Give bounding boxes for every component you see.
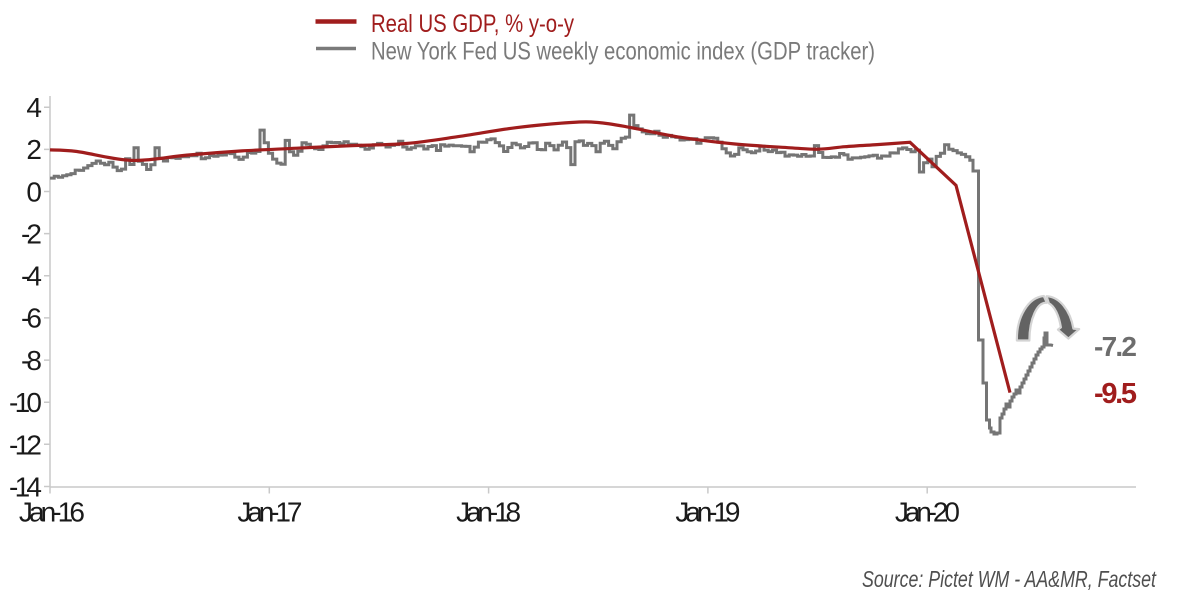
svg-text:0: 0: [26, 177, 42, 208]
svg-text:-4: -4: [21, 261, 42, 292]
svg-text:Jan-19: Jan-19: [675, 497, 740, 528]
svg-text:-14: -14: [9, 472, 42, 503]
svg-text:Jan-17: Jan-17: [237, 497, 302, 528]
svg-text:-10: -10: [9, 387, 42, 418]
svg-text:Source: Pictet WM - AA&MR, Fac: Source: Pictet WM - AA&MR, Factset: [862, 566, 1157, 592]
svg-text:-2: -2: [21, 219, 42, 250]
svg-text:2: 2: [26, 134, 42, 165]
svg-text:-8: -8: [21, 345, 42, 376]
svg-text:Jan-16: Jan-16: [19, 497, 85, 528]
svg-text:Jan-20: Jan-20: [895, 497, 960, 528]
svg-text:-6: -6: [21, 303, 42, 334]
svg-text:Jan-18: Jan-18: [456, 497, 521, 528]
svg-text:-12: -12: [9, 430, 42, 461]
svg-text:-7.2: -7.2: [1094, 331, 1137, 362]
svg-text:4: 4: [26, 92, 42, 123]
svg-text:-9.5: -9.5: [1094, 378, 1137, 410]
svg-text:New York Fed US weekly economi: New York Fed US weekly economic index (G…: [371, 38, 875, 66]
svg-text:Real US GDP, % y-o-y: Real US GDP, % y-o-y: [371, 10, 574, 38]
